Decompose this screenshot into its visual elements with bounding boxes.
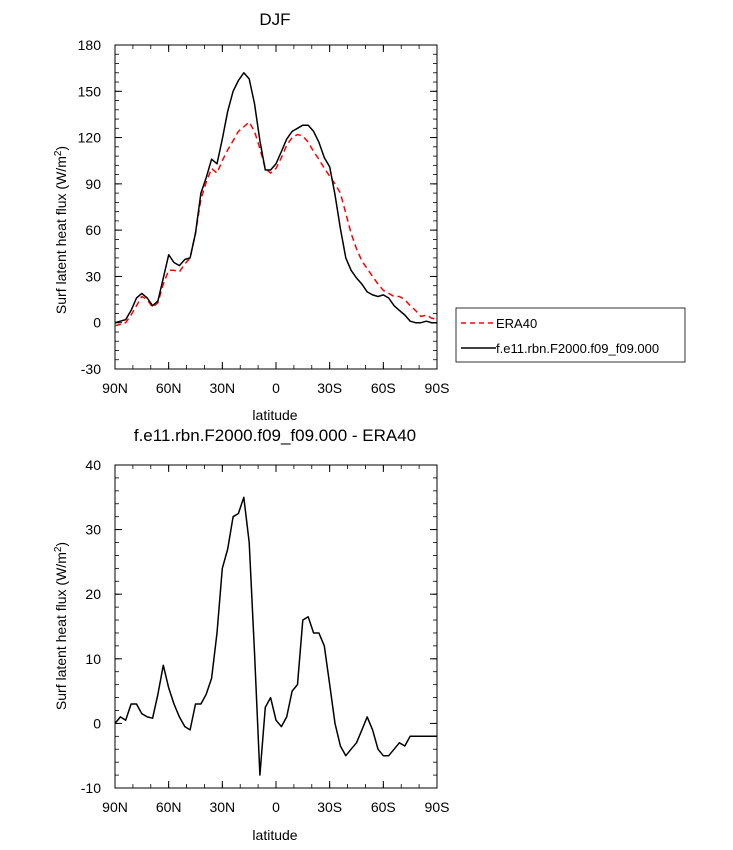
x-tick-label: 90N [102, 799, 128, 815]
plot-frame [114, 464, 438, 789]
y-tick-label: 30 [85, 522, 101, 538]
x-tick-label: 30N [209, 799, 235, 815]
x-tick-label: 0 [272, 380, 280, 396]
x-axis-label: latitude [252, 827, 297, 843]
y-axis-label: Surf latent heat flux (W/m2) [53, 146, 70, 314]
y-axis-label: Surf latent heat flux (W/m2) [53, 542, 70, 710]
plot-border [114, 464, 438, 789]
x-tick-label: 60N [156, 380, 182, 396]
x-tick-label: 60N [156, 799, 182, 815]
legend: ERA40 f.e11.rbn.F2000.f09_f09.000 [455, 307, 686, 363]
y-tick-label: 60 [85, 222, 101, 238]
y-tick-label: 0 [93, 315, 101, 331]
x-tick-label: 30S [317, 380, 342, 396]
series-group [114, 72, 438, 327]
x-axis-label: latitude [252, 407, 297, 423]
x-tick-label: 90S [425, 380, 450, 396]
y-tick-label: 10 [85, 651, 101, 667]
series-line-difference [114, 496, 437, 776]
tick-labels: 90N 60N 30N 0 30S 60S 90S -10 0 10 20 30 40 [81, 457, 450, 815]
x-tick-label: 60S [371, 799, 396, 815]
series-group [114, 496, 437, 776]
legend-label-model: f.e11.rbn.F2000.f09_f09.000 [496, 341, 659, 356]
x-tick-label: 90S [425, 799, 450, 815]
y-tick-label: 0 [93, 715, 101, 731]
y-tick-label: 40 [85, 457, 101, 473]
legend-box [455, 307, 686, 363]
legend-label-era40: ERA40 [496, 316, 537, 331]
chart-title: DJF [259, 10, 290, 29]
y-tick-label: -10 [81, 780, 101, 796]
y-tick-label: 180 [78, 37, 102, 53]
x-tick-label: 90N [102, 380, 128, 396]
y-tick-label: 30 [85, 268, 101, 284]
chart-title-difference: f.e11.rbn.F2000.f09_f09.000 - ERA40 [134, 426, 416, 445]
y-tick-label: 150 [78, 83, 102, 99]
x-tick-label: 0 [272, 799, 280, 815]
y-tick-label: 20 [85, 586, 101, 602]
y-tick-label: 120 [78, 130, 102, 146]
y-tick-label: 90 [85, 176, 101, 192]
plot-border [114, 44, 438, 370]
x-tick-label: 60S [371, 380, 396, 396]
y-tick-label: -30 [81, 361, 101, 377]
plot-frame [114, 44, 438, 370]
x-tick-label: 30N [209, 380, 235, 396]
series-line-model [114, 72, 437, 324]
chart-panel-top: DJF 90N 60N 30N 0 30S 60S 90S -30 0 30 60 90 120 150 1… [53, 10, 686, 423]
x-tick-label: 30S [317, 799, 342, 815]
chart-panel-bottom: f.e11.rbn.F2000.f09_f09.000 - ERA40 90N 6… [53, 426, 450, 843]
series-line-era40 [114, 121, 438, 327]
tick-labels: 90N 60N 30N 0 30S 60S 90S -30 0 30 60 90 120 150 180 [78, 37, 450, 396]
